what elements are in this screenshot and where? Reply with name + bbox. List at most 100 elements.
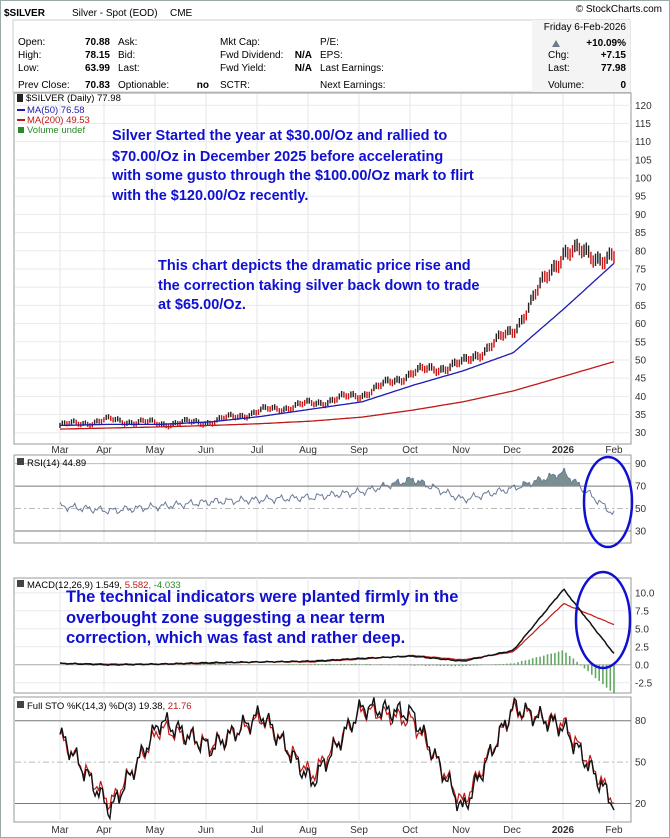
annotation-line-5: This chart depicts the dramatic price ri… bbox=[158, 258, 471, 274]
symbol-description: Silver - Spot (EOD) bbox=[72, 8, 158, 19]
fwd-dividend-label: Fwd Dividend: bbox=[220, 50, 283, 61]
price-y-tick: 55 bbox=[635, 337, 647, 348]
x-axis-label: Jun bbox=[198, 445, 214, 456]
legend-price: $SILVER (Daily) 77.98 bbox=[26, 93, 121, 104]
high-value: 78.15 bbox=[85, 50, 110, 61]
price-y-tick: 65 bbox=[635, 301, 647, 312]
x-axis-label: Oct bbox=[402, 825, 418, 836]
x-axis-label: Nov bbox=[452, 445, 470, 456]
quote-date: Friday 6-Feb-2026 bbox=[544, 22, 627, 33]
sto-k-line bbox=[59, 696, 615, 821]
quote-col4: P/E: EPS: Last Earnings: Next Earnings: bbox=[320, 37, 386, 91]
x-axis-label: 2026 bbox=[552, 445, 575, 456]
prev-close-label: Prev Close: bbox=[18, 80, 70, 91]
fwd-yield-value: N/A bbox=[295, 63, 312, 74]
sto-legend: Full STO %K(14,3) %D(3) 19.38, 21.76 bbox=[17, 701, 192, 712]
price-y-tick: 45 bbox=[635, 374, 647, 385]
x-axis-label: 2026 bbox=[552, 825, 575, 836]
legend-macd: MACD(12,26,9) 1.549, 5.582, -4.033 bbox=[27, 580, 181, 591]
gridlines bbox=[15, 94, 631, 822]
price-y-tick: 110 bbox=[635, 137, 651, 148]
sto-panel bbox=[13, 696, 632, 823]
volume-value: 0 bbox=[620, 80, 626, 91]
low-value: 63.99 bbox=[85, 63, 110, 74]
price-y-tick: 105 bbox=[635, 155, 652, 166]
price-y-tick: 50 bbox=[635, 355, 647, 366]
prev-close-value: 70.83 bbox=[85, 80, 110, 91]
rsi-y-tick: 50 bbox=[635, 504, 647, 515]
rsi-y-tick: 70 bbox=[635, 482, 647, 493]
volume-label: Volume: bbox=[548, 80, 584, 91]
macd-y-tick: 0.0 bbox=[635, 660, 649, 671]
rsi-panel bbox=[13, 454, 632, 544]
sto-y-tick: 50 bbox=[635, 758, 647, 769]
price-y-tick: 30 bbox=[635, 428, 647, 439]
annotation-line-3: with some gusto through the $100.00/Oz m… bbox=[111, 168, 474, 184]
x-axis-label: May bbox=[146, 445, 165, 456]
chg-label: Chg: bbox=[548, 50, 569, 61]
legend-sto-d: 21.76 bbox=[168, 701, 192, 712]
quote-col2: Ask: Bid: Last: Optionable: no bbox=[118, 37, 209, 91]
legend-volume: Volume undef bbox=[27, 125, 85, 136]
mktcap-label: Mkt Cap: bbox=[220, 37, 260, 48]
rsi-y-tick: 90 bbox=[635, 459, 647, 470]
x-axis-label: Sep bbox=[350, 445, 368, 456]
x-axis-label: Sep bbox=[350, 825, 368, 836]
optionable-value: no bbox=[197, 80, 209, 91]
macd-panel bbox=[13, 577, 632, 694]
x-axis-label: Apr bbox=[96, 825, 112, 836]
fwd-dividend-value: N/A bbox=[295, 50, 312, 61]
rsi-line bbox=[59, 467, 615, 516]
fwd-yield-label: Fwd Yield: bbox=[220, 63, 266, 74]
macd-y-tick: -2.5 bbox=[635, 678, 653, 689]
x-axis-label: Jun bbox=[198, 825, 214, 836]
legend-ma50: MA(50) 76.58 bbox=[27, 105, 85, 116]
x-axis-label: Mar bbox=[51, 825, 69, 836]
last-label: Last: bbox=[118, 63, 140, 74]
legend-sto: Full STO %K(14,3) %D(3) 19.38, 21.76 bbox=[27, 701, 192, 712]
rsi-legend: RSI(14) 44.89 bbox=[17, 458, 86, 469]
quote-col3: Mkt Cap: Fwd Dividend: N/A Fwd Yield: N/… bbox=[220, 37, 312, 91]
last-price-label: Last: bbox=[548, 63, 570, 74]
sto-legend-swatch bbox=[17, 701, 24, 708]
legend-ma200: MA(200) 49.53 bbox=[27, 115, 90, 126]
x-axis-label: Jul bbox=[251, 825, 264, 836]
high-label: High: bbox=[18, 50, 41, 61]
x-axis-label: Aug bbox=[299, 825, 317, 836]
price-y-tick: 100 bbox=[635, 174, 652, 185]
price-y-tick: 35 bbox=[635, 410, 647, 421]
bid-label: Bid: bbox=[118, 50, 135, 61]
legend-macd-value: MACD(12,26,9) 1.549, bbox=[27, 580, 122, 591]
rsi-highlight-ellipse bbox=[582, 455, 634, 549]
rsi-legend-swatch bbox=[17, 458, 24, 465]
legend-macd-signal: 5.582, bbox=[125, 580, 151, 591]
ma50-line bbox=[60, 262, 615, 427]
legend-sto-k: Full STO %K(14,3) %D(3) 19.38, bbox=[27, 701, 165, 712]
annotation-line-2: $70.00/Oz in December 2025 before accele… bbox=[112, 149, 443, 165]
price-y-tick: 90 bbox=[635, 210, 647, 221]
x-axis-label: Jul bbox=[251, 445, 264, 456]
macd-y-tick: 10.0 bbox=[635, 588, 655, 599]
ma200-line bbox=[59, 361, 615, 430]
sto-y-tick: 20 bbox=[635, 799, 647, 810]
x-axis-label: Nov bbox=[452, 825, 470, 836]
price-y-tick: 85 bbox=[635, 228, 647, 239]
price-annotation-2: This chart depicts the dramatic price ri… bbox=[158, 258, 480, 313]
price-legend: $SILVER (Daily) 77.98 MA(50) 76.58 MA(20… bbox=[17, 93, 121, 136]
ask-label: Ask: bbox=[118, 37, 137, 48]
price-y-tick: 120 bbox=[635, 101, 652, 112]
watermark: © StockCharts.com bbox=[576, 4, 662, 15]
x-axis-label: Dec bbox=[503, 445, 521, 456]
x-axis-label: Mar bbox=[51, 445, 69, 456]
macd-legend-swatch bbox=[17, 580, 24, 587]
quote-box-right bbox=[532, 20, 630, 92]
macd-line bbox=[59, 588, 615, 666]
x-axis-label: Dec bbox=[503, 825, 521, 836]
eps-label: EPS: bbox=[320, 50, 343, 61]
sto-y-tick: 80 bbox=[635, 716, 647, 727]
open-label: Open: bbox=[18, 37, 45, 48]
price-y-tick: 60 bbox=[635, 319, 647, 330]
macd-annotation-line-3: correction, which was fast and rather de… bbox=[66, 629, 405, 647]
annotation-line-7: at $65.00/Oz. bbox=[158, 297, 246, 313]
